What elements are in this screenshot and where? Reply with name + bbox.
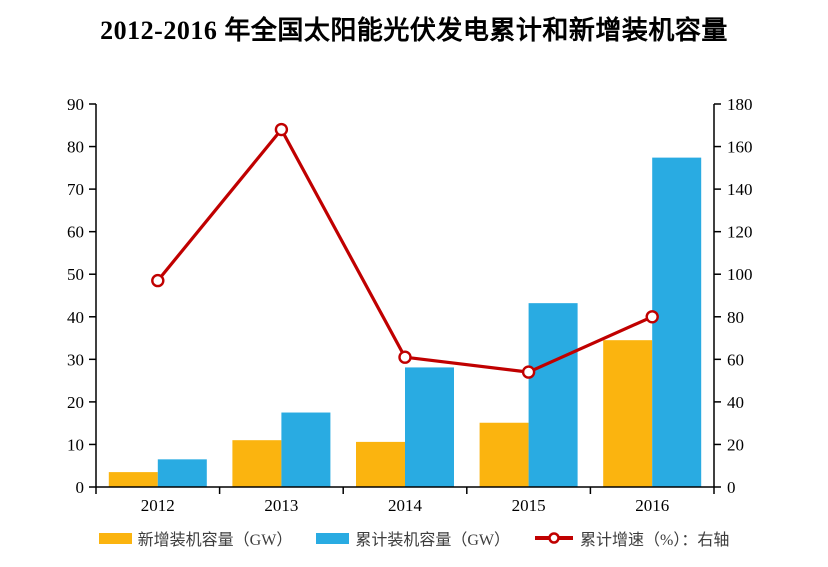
legend-item-new-capacity: 新增装机容量（GW） [98,526,293,550]
right-axis-tick-label: 120 [727,223,753,242]
bar-new-2015 [479,422,529,487]
cumulative-capacity-bar-swatch [316,532,350,544]
right-axis-tick-label: 40 [727,393,744,412]
growth-rate-marker-2016 [645,310,659,324]
x-axis-category-label: 2014 [388,496,423,515]
left-axis-tick-label: 70 [67,180,84,199]
growth-rate-marker-2015 [521,365,536,379]
bar-new-2014 [356,441,405,487]
right-axis-tick-label: 0 [727,478,736,497]
x-axis-category-label: 2015 [512,496,546,515]
right-axis-tick-label: 80 [727,308,744,327]
growth-rate-marker-2012 [151,273,165,288]
growth-line-marker-swatch [535,532,573,544]
right-axis-tick-label: 20 [727,435,744,454]
growth-rate-marker-2014 [398,350,412,364]
left-axis-tick-label: 40 [67,308,84,327]
bar-cumulative-2013 [281,412,331,487]
bar-cumulative-2014 [405,367,454,487]
growth-rate-marker-2013 [274,122,289,137]
left-axis-tick-label: 50 [67,265,84,284]
bar-cumulative-2015 [528,303,578,487]
left-axis-tick-label: 20 [67,393,84,412]
left-axis-tick-label: 0 [76,478,85,497]
left-axis-tick-label: 30 [67,350,84,369]
x-axis-category-label: 2012 [141,496,175,515]
left-axis-tick-label: 10 [67,435,84,454]
right-axis-tick-label: 180 [727,95,753,114]
bar-new-2016 [603,340,653,487]
left-axis-tick-label: 80 [67,138,84,157]
right-axis-tick-label: 60 [727,350,744,369]
left-axis-tick-label: 90 [67,95,84,114]
legend-item-growth-rate: 累计增速（%）：右轴 [534,526,729,550]
legend-label-new-capacity: 新增装机容量（GW） [137,532,293,549]
legend-label-cumulative-capacity: 累计装机容量（GW） [355,532,510,549]
left-axis-tick-label: 60 [67,223,84,242]
bar-new-2013 [232,440,282,487]
x-axis-category-label: 2013 [264,496,298,515]
right-axis-tick-label: 100 [727,265,753,284]
growth-rate-line [156,127,654,374]
legend-item-cumulative-capacity: 累计装机容量（GW） [316,526,510,550]
bar-cumulative-2012 [157,459,207,487]
chart-title: 2012-2016 年全国太阳能光伏发电累计和新增装机容量 [100,16,728,45]
chart-legend: 新增装机容量（GW） 累计装机容量（GW） 累计增速（%）：右轴 [0,526,828,550]
bar-new-2012 [108,472,158,487]
right-axis-tick-label: 160 [727,138,753,157]
new-capacity-bar-swatch [98,532,132,544]
x-axis-category-label: 2016 [635,496,669,515]
bar-cumulative-2016 [652,157,702,487]
legend-label-growth-rate: 累计增速（%）：右轴 [580,532,730,549]
right-axis-tick-label: 140 [727,180,753,199]
